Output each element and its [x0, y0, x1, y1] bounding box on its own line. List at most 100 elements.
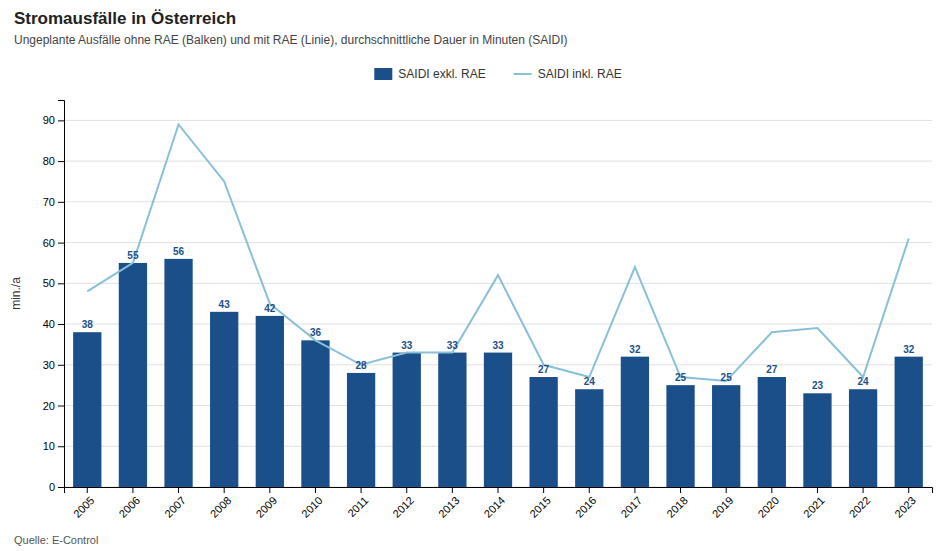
legend-label: SAIDI inkl. RAE — [538, 67, 622, 81]
legend-item: SAIDI exkl. RAE — [374, 67, 485, 81]
x-tick: 2005 — [71, 487, 97, 520]
legend-label: SAIDI exkl. RAE — [398, 67, 485, 81]
bar — [712, 385, 740, 487]
legend-swatch — [374, 68, 392, 80]
y-tick: 60 — [43, 237, 64, 249]
data-label: 56 — [173, 246, 185, 257]
tick-mark — [452, 487, 453, 493]
tick-mark — [58, 365, 64, 366]
source: Quelle: E-Control — [14, 534, 98, 546]
legend-swatch — [514, 73, 532, 75]
bar — [529, 377, 557, 487]
tick-mark — [361, 487, 362, 493]
tick-label: 2021 — [801, 494, 827, 520]
x-tick: 2007 — [162, 487, 188, 520]
y-tick: 50 — [43, 277, 64, 289]
x-tick: 2022 — [847, 487, 873, 520]
y-axis-title: min./a — [9, 277, 23, 310]
tick-mark — [58, 283, 64, 284]
tick-label: 2008 — [208, 494, 234, 520]
tick-mark — [58, 324, 64, 325]
bar — [119, 263, 147, 487]
data-label: 43 — [219, 299, 231, 310]
x-tick: 2016 — [573, 487, 599, 520]
y-tick: 30 — [43, 359, 64, 371]
bar — [256, 316, 284, 487]
tick-mark — [224, 487, 225, 493]
tick-mark — [58, 243, 64, 244]
title: Stromausfälle in Österreich — [14, 9, 236, 28]
tick-label: 2005 — [71, 494, 97, 520]
data-label: 23 — [812, 380, 824, 391]
tick-label: 40 — [43, 318, 55, 330]
tick-label: 30 — [43, 359, 55, 371]
data-labels: 38555643423628333333272432252527232432 — [82, 246, 915, 391]
x-tick: 2020 — [755, 487, 781, 520]
data-label: 27 — [538, 364, 550, 375]
tick-mark — [58, 406, 64, 407]
tick-mark — [132, 487, 133, 493]
bar — [347, 373, 375, 487]
tick-mark — [58, 202, 64, 203]
grid-line — [64, 120, 932, 121]
tick-mark — [87, 487, 88, 493]
y-tick: 10 — [43, 440, 64, 452]
tick-label: 2018 — [664, 494, 690, 520]
tick-label: 2009 — [253, 494, 279, 520]
y-tick: 40 — [43, 318, 64, 330]
data-label: 42 — [264, 303, 276, 314]
tick-mark — [498, 487, 499, 493]
bar — [164, 259, 192, 487]
subtitle: Ungeplante Ausfälle ohne RAE (Balken) un… — [14, 33, 568, 47]
bar — [210, 312, 238, 487]
tick-mark — [863, 487, 864, 493]
tick-label: 2007 — [162, 494, 188, 520]
tick-mark — [634, 487, 635, 493]
y-tick: 0 — [49, 481, 64, 493]
tick-label: 2012 — [390, 494, 416, 520]
bar — [301, 340, 329, 487]
tick-mark — [58, 487, 64, 488]
grid-line — [64, 201, 932, 202]
tick-mark — [726, 487, 727, 493]
x-tick: 2015 — [527, 487, 553, 520]
tick-mark — [817, 487, 818, 493]
legend: SAIDI exkl. RAE SAIDI inkl. RAE — [374, 67, 621, 81]
data-label: 25 — [721, 372, 733, 383]
bar — [849, 389, 877, 487]
y-tick: 70 — [43, 196, 64, 208]
x-tick: 2006 — [116, 487, 142, 520]
bar — [758, 377, 786, 487]
tick-label: 2022 — [847, 494, 873, 520]
bar — [73, 332, 101, 487]
bar — [438, 353, 466, 487]
tick-mark — [315, 487, 316, 493]
tick-label: 2020 — [755, 494, 781, 520]
tick-mark — [269, 487, 270, 493]
y-tick: 90 — [43, 114, 64, 126]
tick-label: 2013 — [436, 494, 462, 520]
tick-mark — [178, 487, 179, 493]
data-label: 55 — [127, 250, 139, 261]
data-label: 33 — [492, 340, 504, 351]
x-tick: 2018 — [664, 487, 690, 520]
tick-label: 2017 — [618, 494, 644, 520]
x-axis: 2005200620072008200920102011201220132014… — [65, 487, 933, 520]
tick-label: 20 — [43, 400, 55, 412]
x-tick: 2008 — [208, 487, 234, 520]
grid-line — [64, 242, 932, 243]
x-tick: 2023 — [892, 487, 918, 520]
tick-mark — [589, 487, 590, 493]
tick-label: 60 — [43, 237, 55, 249]
x-tick: 2011 — [345, 487, 370, 519]
bar — [666, 385, 694, 487]
data-label: 24 — [858, 376, 870, 387]
axis-line — [65, 488, 933, 494]
legend-item: SAIDI inkl. RAE — [514, 67, 622, 81]
tick-label: 2010 — [299, 494, 325, 520]
tick-label: 2011 — [345, 494, 370, 519]
tick-label: 50 — [43, 277, 55, 289]
x-tick: 2013 — [436, 487, 462, 520]
tick-label: 2006 — [116, 494, 142, 520]
tick-label: 10 — [43, 440, 55, 452]
